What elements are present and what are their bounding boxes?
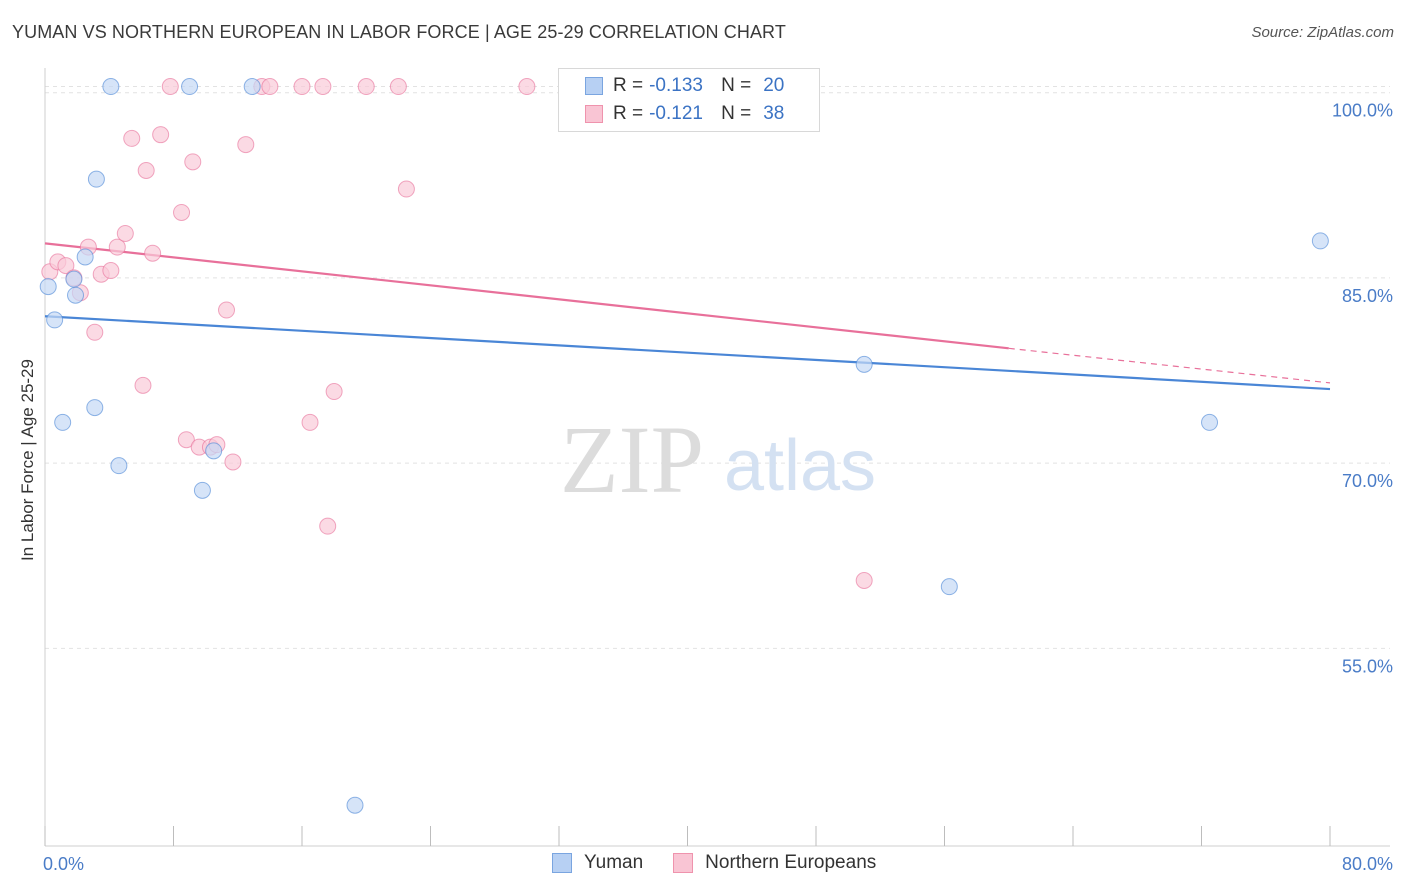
northern-point (293, 78, 311, 96)
yuman-swatch (585, 77, 603, 95)
yuman-point (1201, 413, 1219, 431)
northern-point (855, 571, 873, 589)
stats-row-northern: R = -0.121 N = 38 (585, 101, 784, 127)
northern-point (116, 224, 134, 242)
northern-point (173, 203, 191, 221)
northern-point (357, 78, 375, 96)
northern-point (177, 431, 195, 449)
watermark: ZIP atlas (560, 406, 876, 513)
trend-line-yuman (44, 315, 1331, 391)
y-tick-label: 85.0% (1342, 286, 1393, 306)
yuman-point (65, 270, 83, 288)
watermark-atlas: atlas (724, 426, 876, 506)
series-legend: Yuman Northern Europeans (552, 852, 906, 874)
yuman-point (76, 248, 94, 266)
chart-title: YUMAN VS NORTHERN EUROPEAN IN LABOR FORC… (12, 22, 786, 42)
yuman-point (346, 796, 364, 814)
northern-point (137, 161, 155, 179)
yuman-point (54, 413, 72, 431)
northern-r-value: -0.121 (649, 103, 703, 124)
yuman-legend-swatch (552, 853, 572, 873)
yuman-point (193, 481, 211, 499)
northern-point (319, 517, 337, 535)
x-tick-label: 80.0% (1342, 854, 1393, 874)
yuman-point (1311, 232, 1329, 250)
northern-point (102, 262, 120, 280)
yuman-point (46, 311, 64, 329)
northern-point (108, 238, 126, 256)
northern-point (261, 78, 279, 96)
northern-point (224, 453, 242, 471)
yuman-point (86, 399, 104, 417)
n-label: N = (721, 103, 752, 124)
r-label: R = (613, 103, 644, 124)
yuman-point (102, 78, 120, 96)
yuman-point (855, 355, 873, 373)
northern-point (325, 383, 343, 401)
northern-point (144, 244, 162, 262)
northern-point (152, 126, 170, 144)
yuman-point (243, 78, 261, 96)
data-points (39, 78, 1329, 814)
yuman-legend-label: Yuman (584, 852, 644, 873)
northern-point (397, 180, 415, 198)
n-label: N = (721, 75, 752, 96)
source-label: Source: ZipAtlas.com (1251, 24, 1394, 41)
northern-point (123, 129, 141, 147)
northern-point (237, 136, 255, 154)
legend-item-yuman[interactable]: Yuman (552, 852, 643, 874)
northern-legend-label: Northern Europeans (705, 852, 877, 873)
y-tick-label: 100.0% (1332, 101, 1393, 121)
x-tick-label: 0.0% (43, 854, 84, 874)
r-label: R = (613, 75, 644, 96)
northern-point (86, 323, 104, 341)
yuman-r-value: -0.133 (649, 75, 703, 96)
northern-point (301, 413, 319, 431)
northern-point (518, 78, 536, 96)
northern-swatch (585, 105, 603, 123)
northern-point (134, 376, 152, 394)
yuman-point (39, 278, 57, 296)
northern-point (389, 78, 407, 96)
northern-point (57, 257, 75, 275)
northern-n-value: 38 (763, 103, 785, 124)
northern-point (314, 78, 332, 96)
yuman-point (205, 442, 223, 460)
yuman-point (181, 78, 199, 96)
yuman-point (110, 457, 128, 475)
yuman-n-value: 20 (763, 75, 785, 96)
northern-legend-swatch (673, 853, 694, 873)
trend-line-northern (44, 242, 1009, 350)
trend-lines (44, 242, 1331, 391)
y-tick-label: 70.0% (1342, 471, 1393, 491)
tick-labels: 55.0% 70.0% 85.0% 100.0% 0.0% 80.0% (43, 101, 1393, 874)
northern-point (184, 153, 202, 171)
watermark-zip: ZIP (560, 406, 704, 513)
yuman-point (940, 578, 958, 596)
northern-point (161, 78, 179, 96)
y-tick-label: 55.0% (1342, 656, 1393, 676)
trend-line-extension (1008, 347, 1331, 384)
stats-row-yuman: R = -0.133 N = 20 (585, 73, 784, 99)
legend-item-northern[interactable]: Northern Europeans (673, 852, 876, 874)
yuman-point (67, 286, 85, 304)
stats-legend: R = -0.133 N = 20 R = -0.121 N = 38 (558, 68, 820, 132)
yuman-point (87, 170, 105, 188)
northern-point (218, 301, 236, 319)
axes (44, 68, 1390, 847)
